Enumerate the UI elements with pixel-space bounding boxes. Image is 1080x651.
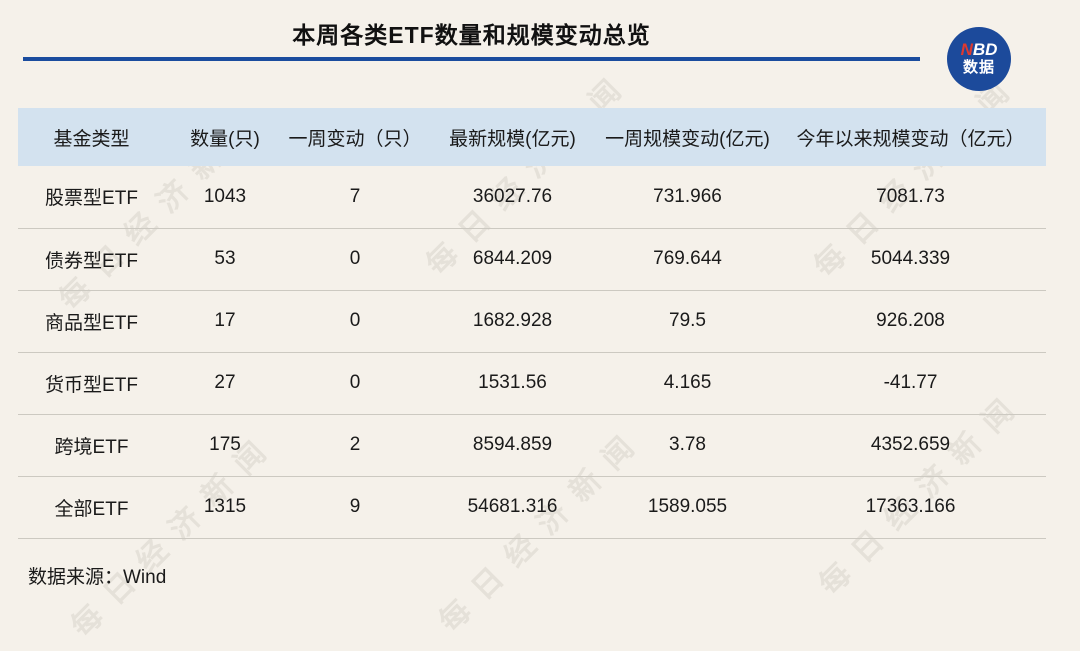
table-cell: 1682.928 bbox=[425, 290, 600, 353]
data-source: 数据来源：Wind bbox=[28, 567, 167, 588]
table-cell: 5044.339 bbox=[775, 228, 1046, 291]
table-row: 跨境ETF 175 2 8594.859 3.78 4352.659 bbox=[18, 414, 1046, 477]
logo-letter-n: N bbox=[960, 40, 973, 60]
table-cell: 4352.659 bbox=[775, 414, 1046, 477]
column-header: 最新规模(亿元) bbox=[449, 128, 576, 150]
table-cell: 1315 bbox=[165, 476, 285, 539]
table-cell: 79.5 bbox=[600, 290, 775, 353]
logo-letters-bd: BD bbox=[972, 40, 998, 60]
table-cell: 769.644 bbox=[600, 228, 775, 291]
table-cell: 7 bbox=[285, 166, 425, 229]
page-title: 本周各类ETF数量和规模变动总览 bbox=[292, 22, 651, 48]
table-cell: 3.78 bbox=[600, 414, 775, 477]
table-cell: 731.966 bbox=[600, 166, 775, 229]
logo-nbd-text: NBD bbox=[961, 41, 998, 60]
header: 本周各类ETF数量和规模变动总览 bbox=[23, 0, 920, 61]
column-header: 基金类型 bbox=[53, 128, 130, 150]
table-cell: 54681.316 bbox=[425, 476, 600, 539]
etf-table: 基金类型 数量(只) 一周变动（只） 最新规模(亿元) 一周规模变动(亿元) 今年以来规模… bbox=[18, 108, 1046, 539]
table-cell: 17363.166 bbox=[775, 476, 1046, 539]
table-header: 基金类型 数量(只) 一周变动（只） 最新规模(亿元) 一周规模变动(亿元) 今年以来规模… bbox=[18, 108, 1046, 166]
table-cell: 27 bbox=[165, 352, 285, 415]
table-cell: 债券型ETF bbox=[18, 228, 165, 291]
table-row: 全部ETF 1315 9 54681.316 1589.055 17363.166 bbox=[18, 476, 1046, 539]
table-cell: 货币型ETF bbox=[18, 352, 165, 415]
table-row: 债券型ETF 53 0 6844.209 769.644 5044.339 bbox=[18, 228, 1046, 291]
table-cell: 53 bbox=[165, 228, 285, 291]
table-cell: 36027.76 bbox=[425, 166, 600, 229]
table-row: 股票型ETF 1043 7 36027.76 731.966 7081.73 bbox=[18, 166, 1046, 229]
table-cell: 7081.73 bbox=[775, 166, 1046, 229]
table-cell: 2 bbox=[285, 414, 425, 477]
table-row: 货币型ETF 27 0 1531.56 4.165 -41.77 bbox=[18, 352, 1046, 415]
logo-subtitle: 数据 bbox=[962, 59, 995, 77]
table-cell: 0 bbox=[285, 290, 425, 353]
table-body: 股票型ETF 1043 7 36027.76 731.966 7081.73 债券型ETF 5… bbox=[18, 166, 1046, 539]
table-cell: 1531.56 bbox=[425, 352, 600, 415]
column-header: 今年以来规模变动（亿元） bbox=[796, 128, 1025, 150]
table-cell: 全部ETF bbox=[18, 476, 165, 539]
table-cell: 1589.055 bbox=[600, 476, 775, 539]
table-cell: 跨境ETF bbox=[18, 414, 165, 477]
table-cell: 17 bbox=[165, 290, 285, 353]
table-cell: 9 bbox=[285, 476, 425, 539]
nbd-logo: NBD 数据 bbox=[947, 27, 1011, 91]
table-cell: 0 bbox=[285, 352, 425, 415]
column-header: 数量(只) bbox=[190, 128, 260, 150]
table-cell: 1043 bbox=[165, 166, 285, 229]
header-row: 基金类型 数量(只) 一周变动（只） 最新规模(亿元) 一周规模变动(亿元) 今年以来规模… bbox=[18, 108, 1046, 166]
table-cell: 175 bbox=[165, 414, 285, 477]
table-cell: -41.77 bbox=[775, 352, 1046, 415]
table-cell: 商品型ETF bbox=[18, 290, 165, 353]
table-cell: 0 bbox=[285, 228, 425, 291]
column-header: 一周变动（只） bbox=[288, 128, 422, 150]
table-cell: 股票型ETF bbox=[18, 166, 165, 229]
table-cell: 6844.209 bbox=[425, 228, 600, 291]
table-row: 商品型ETF 17 0 1682.928 79.5 926.208 bbox=[18, 290, 1046, 353]
table-cell: 926.208 bbox=[775, 290, 1046, 353]
column-header: 一周规模变动(亿元) bbox=[605, 128, 770, 150]
table-cell: 4.165 bbox=[600, 352, 775, 415]
table-cell: 8594.859 bbox=[425, 414, 600, 477]
title-underline bbox=[23, 57, 920, 61]
